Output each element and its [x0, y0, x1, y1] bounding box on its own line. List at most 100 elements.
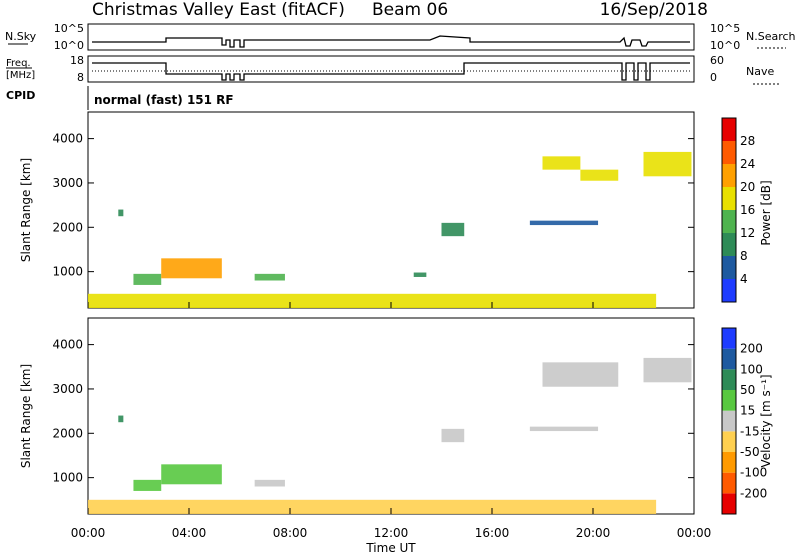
velocity-region-8 [88, 499, 657, 514]
power-colorbar-segment-1 [722, 256, 736, 279]
velocity-panel-frame [87, 317, 695, 515]
power-ytick-label: 4000 [52, 132, 83, 146]
velocity-region-7 [643, 357, 692, 383]
xtick-label: 00:00 [677, 526, 712, 540]
velocity-colorbar-tick-label: -50 [740, 445, 760, 459]
velocity-colorbar-tick-label: -15 [740, 424, 760, 438]
velocity-colorbar-segment-8 [722, 328, 736, 349]
velocity-colorbar-tick-label: 200 [740, 342, 763, 356]
velocity-ylabel: Slant Range [km] [19, 364, 33, 468]
power-region-9 [643, 151, 692, 177]
nsearch-tick-top: 10^5 [710, 22, 740, 35]
power-region-8 [580, 169, 619, 181]
nsky-panel-frame [87, 23, 695, 51]
power-colorbar-tick-label: 24 [740, 157, 755, 171]
power-colorbar-tick-label: 8 [740, 249, 748, 263]
power-ylabel: Slant Range [km] [19, 158, 33, 262]
velocity-ytick-label: 3000 [52, 382, 83, 396]
power-ytick-label: 2000 [52, 220, 83, 234]
power-region-3 [254, 273, 285, 281]
power-colorbar-tick-label: 4 [740, 272, 748, 286]
xtick-label: 00:00 [71, 526, 106, 540]
cpid-value: normal (fast) 151 RF [94, 93, 234, 107]
power-panel-frame [87, 111, 695, 309]
velocity-colorbar-label: Velocity [m s⁻¹] [759, 374, 773, 467]
power-region-7 [542, 156, 581, 170]
power-colorbar-segment-5 [722, 164, 736, 187]
freq-unit-label: [MHz] [6, 70, 35, 81]
velocity-colorbar-segment-4 [722, 410, 736, 432]
power-ytick-label: 3000 [52, 176, 83, 190]
velocity-colorbar-tick-label: -100 [740, 466, 767, 480]
velocity-colorbar-segment-7 [722, 348, 736, 370]
velocity-ytick-label: 1000 [52, 471, 83, 485]
power-region-2 [161, 258, 222, 279]
velocity-colorbar-segment-5 [722, 390, 736, 411]
power-colorbar: 4 8 12 16 20 24 28 [721, 117, 755, 303]
xtick-label: 04:00 [172, 526, 207, 540]
velocity-region-2 [161, 464, 222, 485]
freq-label: Freq. [6, 58, 31, 69]
power-region-4 [413, 272, 427, 277]
velocity-region-1 [133, 479, 162, 491]
freq-panel-frame [87, 55, 695, 83]
velocity-region-3 [254, 479, 285, 487]
date-label: 16/Sep/2018 [600, 0, 708, 20]
power-heatmap [88, 151, 692, 308]
station-title: Christmas Valley East (fitACF) [92, 0, 345, 20]
velocity-colorbar: -200 -100 -50 -15 15 50 100 200 [721, 327, 767, 515]
nsearch-tick-bottom: 10^0 [710, 39, 740, 52]
beam-label: Beam 06 [372, 0, 448, 20]
velocity-colorbar-segment-2 [722, 452, 736, 473]
power-ytick-label: 1000 [52, 265, 83, 279]
velocity-colorbar-tick-label: 100 [740, 362, 763, 376]
nsky-tick-top: 10^5 [54, 22, 84, 35]
power-colorbar-segment-7 [722, 118, 736, 141]
power-colorbar-segment-4 [722, 187, 736, 210]
power-colorbar-segment-3 [722, 210, 736, 233]
velocity-colorbar-segment-6 [722, 369, 736, 390]
power-region-1 [133, 273, 162, 285]
power-colorbar-tick-label: 20 [740, 180, 755, 194]
power-colorbar-segment-6 [722, 141, 736, 164]
velocity-colorbar-tick-label: -200 [740, 486, 767, 500]
xtick-label: 12:00 [374, 526, 409, 540]
power-panel: 1000 2000 3000 4000 Slant Range [km] [19, 111, 695, 309]
velocity-colorbar-segment-3 [722, 431, 736, 452]
cpid-label: CPID [6, 89, 35, 102]
xtick-label: 16:00 [475, 526, 510, 540]
x-axis-ticks: 00:00 04:00 08:00 12:00 16:00 20:00 00:00 [71, 302, 712, 540]
velocity-ytick-label: 2000 [52, 426, 83, 440]
xtick-label: 20:00 [576, 526, 611, 540]
xtick-label: 08:00 [273, 526, 308, 540]
nsky-line [92, 35, 690, 48]
velocity-region-5 [529, 426, 599, 432]
x-axis-label: Time UT [365, 541, 416, 554]
velocity-colorbar-tick-label: 15 [740, 404, 755, 418]
power-colorbar-tick-label: 12 [740, 226, 755, 240]
power-colorbar-label: Power [dB] [759, 180, 773, 245]
nave-label: Nave [746, 65, 774, 78]
freq-line [92, 62, 690, 81]
power-colorbar-frame [721, 117, 737, 303]
velocity-panel: 1000 2000 3000 4000 Slant Range [km] [19, 317, 695, 515]
nave-tick-top: 60 [710, 54, 724, 67]
power-colorbar-segment-2 [722, 233, 736, 256]
power-region-6 [529, 220, 599, 226]
velocity-yticks: 1000 2000 3000 4000 [52, 338, 694, 485]
freq-tick-bottom: 8 [77, 71, 84, 84]
velocity-region-6 [542, 362, 619, 387]
nave-tick-bottom: 0 [710, 71, 717, 84]
nsearch-label: N.Search [746, 30, 796, 43]
power-yticks: 1000 2000 3000 4000 [52, 132, 694, 279]
power-colorbar-tick-label: 28 [740, 134, 755, 148]
nsky-label: N.Sky [5, 30, 37, 43]
freq-tick-top: 18 [70, 54, 84, 67]
power-region-0 [118, 209, 124, 217]
velocity-heatmap [88, 357, 692, 514]
power-colorbar-segment-0 [722, 279, 736, 302]
nsky-tick-bottom: 10^0 [54, 39, 84, 52]
velocity-colorbar-segment-1 [722, 472, 736, 494]
velocity-colorbar-segment-0 [722, 493, 736, 514]
